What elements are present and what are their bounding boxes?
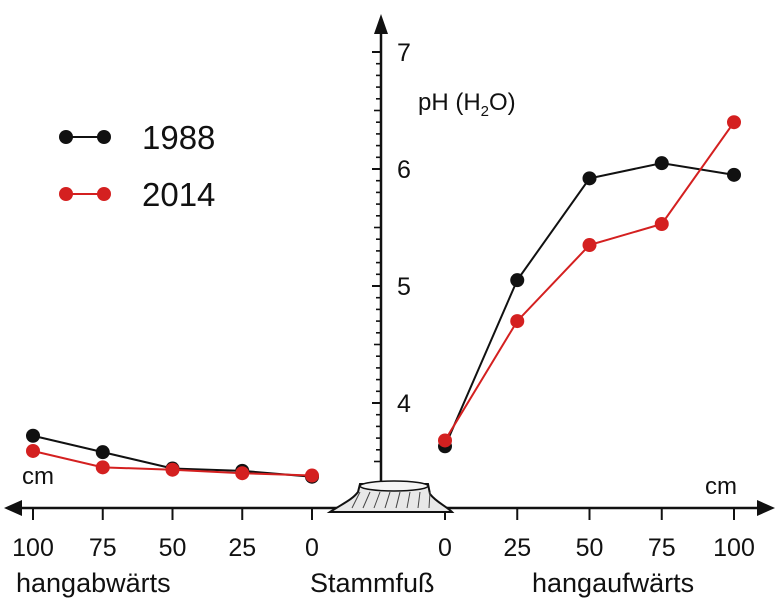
right-direction-label: hangaufwärts [532,568,694,598]
x-tick-label-right: 0 [438,534,452,562]
data-point-1988 [654,156,669,171]
data-point-2014 [95,460,110,475]
series-line-1988-right [444,162,735,447]
data-point-2014 [165,462,180,477]
series-1988 [26,156,741,484]
y-tick-label: 7 [397,39,411,67]
x-tick-label-right: 100 [713,534,755,562]
data-point-1988 [26,428,40,443]
data-point-2014 [654,216,669,231]
x-unit-right: cm [705,473,737,500]
legend-label: 1988 [142,119,215,156]
x-axis-right-arrow [757,500,775,516]
x-tick-label-left: 25 [228,534,256,562]
y-tick-label: 5 [397,273,411,301]
legend-swatch-dot [97,187,111,201]
x-tick-label-left: 50 [159,534,187,562]
data-point-2014 [510,314,525,329]
series-layer [26,115,741,484]
x-tick-label-right: 50 [576,534,604,562]
legend-item-2014: 2014 [59,176,215,213]
data-point-2014 [438,433,452,448]
y-axis-arrow [374,14,388,34]
y-axis-label: pH (H2O) [418,89,516,120]
legend-item-1988: 1988 [59,119,215,156]
y-tick-label: 6 [397,156,411,184]
legend-swatch-dot [59,130,73,144]
data-point-2014 [26,443,40,458]
data-point-2014 [305,468,319,483]
data-point-2014 [582,238,597,253]
data-point-1988 [510,273,525,288]
tree-stump-icon [326,480,455,513]
ticks: 4 5 6 7 100 75 50 25 0 0 25 50 75 100 [12,39,755,562]
x-tick-label-right: 75 [648,534,676,562]
left-direction-label: hangabwärts [16,568,171,598]
data-point-1988 [95,445,110,460]
x-tick-label-left: 100 [12,534,54,562]
series-line-2014-right [444,121,735,441]
x-tick-label-left: 0 [305,534,319,562]
y-tick-label: 4 [397,390,411,418]
data-point-2014 [727,115,741,130]
axes [4,14,775,516]
center-label: Stammfuß [310,568,435,598]
labels: pH (H2O) cm cm hangabwärts Stammfuß hang… [16,89,737,598]
x-axis-left-arrow [4,500,22,516]
legend-swatch-dot [59,187,73,201]
x-tick-label-right: 25 [503,534,531,562]
series-2014 [26,115,741,483]
legend-label: 2014 [142,176,215,213]
data-point-1988 [727,167,741,182]
data-point-2014 [235,466,250,481]
legend-swatch-dot [97,130,111,144]
data-point-1988 [582,171,597,186]
x-tick-label-left: 75 [89,534,117,562]
x-unit-left: cm [22,463,54,490]
legend: 1988 2014 [59,119,215,213]
